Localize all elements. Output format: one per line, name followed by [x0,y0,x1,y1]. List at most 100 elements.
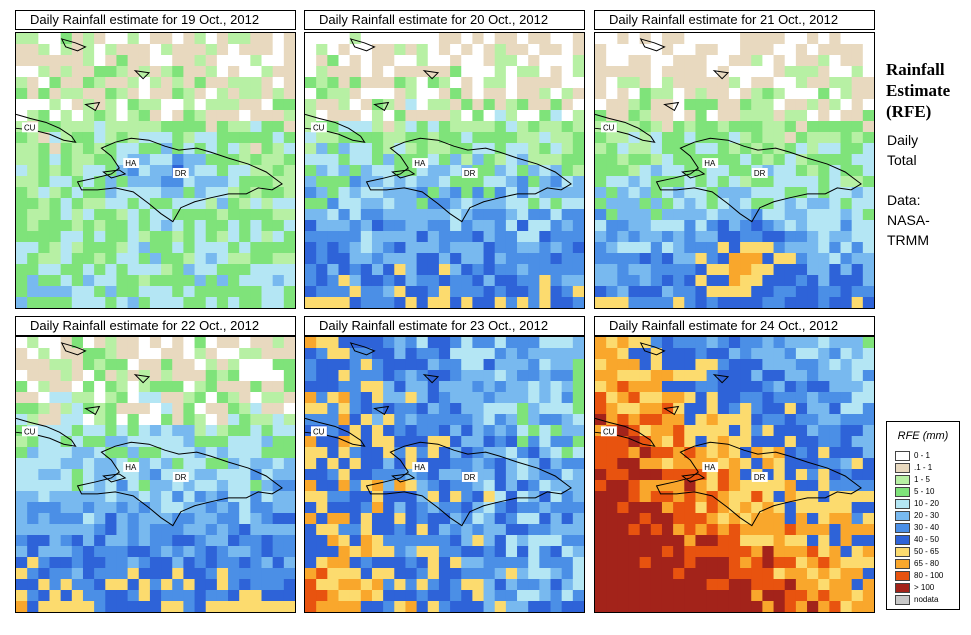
rainfall-cell [472,242,485,254]
rainfall-cell [316,154,328,166]
rainfall-cell [639,337,652,349]
rainfall-cell [239,436,251,448]
rainfall-cell [829,132,842,144]
rainfall-cell [71,535,84,547]
rainfall-cell [250,220,263,232]
rainfall-cell [94,44,106,56]
rainfall-cell [105,546,117,558]
rainfall-cell [371,480,384,492]
country-label-cuba: CU [313,427,325,436]
rainfall-cell [161,209,173,221]
rainfall-cell [539,99,552,111]
rainfall-cell [138,275,151,287]
rainfall-cell [16,458,28,470]
rainfall-cell [261,392,274,404]
rainfall-cell [149,198,162,210]
rainfall-cell [461,176,473,188]
rainfall-cell [851,414,864,426]
rainfall-cell [283,348,295,360]
rainfall-cell [239,198,251,210]
rainfall-cell [762,220,775,232]
rainfall-cell [795,359,808,371]
rainfall-cell [216,44,229,56]
rainfall-cell [807,220,819,232]
rainfall-cell [572,286,584,298]
rainfall-cell [205,77,218,89]
rainfall-cell [127,99,140,111]
rainfall-cell [472,88,485,100]
rainfall-cell [239,491,251,503]
rainfall-cell [316,44,328,56]
rainfall-cell [327,154,339,166]
rainfall-cell [706,447,719,459]
rainfall-cell [138,231,151,243]
rainfall-cell [138,198,151,210]
rainfall-cell [194,568,207,580]
rainfall-cell [617,579,629,591]
rainfall-cell [784,557,797,569]
rainfall-cell [572,491,584,503]
rainfall-cell [172,370,184,382]
rainfall-cell [205,425,218,437]
rainfall-cell [517,414,529,426]
rainfall-cell [127,568,140,580]
rainfall-cell [349,165,362,177]
rainfall-cell [661,44,674,56]
rainfall-cell [172,220,184,232]
rainfall-cell [706,33,719,45]
rainfall-cell [94,143,106,155]
rainfall-cell [427,524,440,536]
rainfall-cell [172,154,184,166]
rainfall-cell [161,176,173,188]
rainfall-cell [38,491,50,503]
rainfall-cell [27,546,39,558]
rainfall-cell [862,601,874,612]
rainfall-cell [706,242,719,254]
rainfall-cell [16,381,28,393]
rainfall-cell [829,275,842,287]
rainfall-cell [239,447,251,459]
rainfall-cell [461,55,473,67]
rainfall-cell [360,469,373,481]
rainfall-cell [617,176,629,188]
rainfall-cell [38,88,50,100]
rainfall-cell [695,165,708,177]
rainfall-cell [818,187,830,199]
bahamas-outline [84,101,101,112]
rainfall-cell [82,546,95,558]
rainfall-cell [394,458,406,470]
rainfall-cell [695,44,708,56]
rainfall-cell [360,33,373,45]
rainfall-cell [673,77,685,89]
rainfall-cell [138,154,151,166]
rainfall-cell [149,480,162,492]
bahamas-outline [373,405,390,416]
rainfall-cell [149,359,162,371]
rainfall-cell [38,568,50,580]
rainfall-cell [94,337,106,349]
rainfall-cell [438,198,451,210]
legend-label: 20 - 30 [914,511,939,520]
rainfall-cell [71,370,84,382]
rainfall-cell [472,297,485,308]
rainfall-cell [840,579,853,591]
rainfall-cell [650,187,663,199]
rainfall-cell [183,414,196,426]
rainfall-cell [283,297,295,308]
rainfall-cell [762,436,775,448]
rainfall-cell [438,286,451,298]
rainfall-cell [416,242,429,254]
rainfall-cell [360,458,373,470]
rainfall-cell [127,425,140,437]
rainfall-cell [450,524,462,536]
rainfall-cell [550,436,563,448]
rainfall-cell [617,44,629,56]
rainfall-cell [550,154,563,166]
rainfall-cell [427,253,440,265]
rainfall-cell [239,99,251,111]
rainfall-cell [784,524,797,536]
rainfall-cell [149,121,162,133]
rainfall-cell [360,491,373,503]
rainfall-cell [250,601,263,612]
rainfall-cell [228,535,240,547]
